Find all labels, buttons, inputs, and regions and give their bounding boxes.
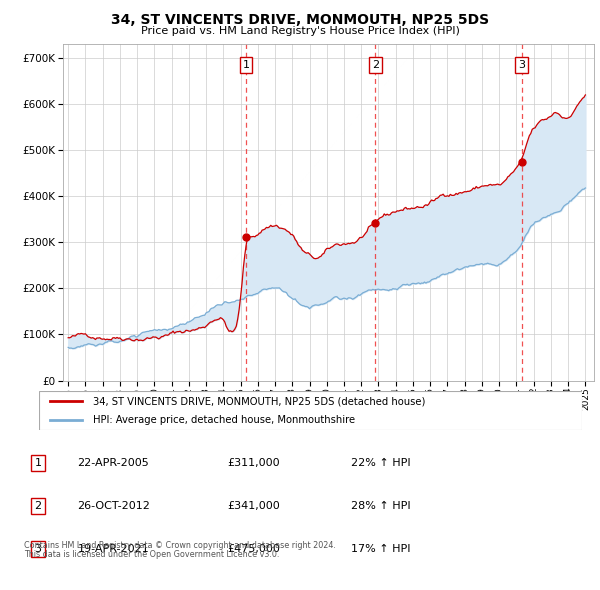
Text: 34, ST VINCENTS DRIVE, MONMOUTH, NP25 5DS (detached house): 34, ST VINCENTS DRIVE, MONMOUTH, NP25 5D… <box>94 396 425 407</box>
Text: 2: 2 <box>35 501 41 511</box>
Text: 26-OCT-2012: 26-OCT-2012 <box>77 501 151 511</box>
Text: 22% ↑ HPI: 22% ↑ HPI <box>351 458 411 468</box>
Text: 34, ST VINCENTS DRIVE, MONMOUTH, NP25 5DS: 34, ST VINCENTS DRIVE, MONMOUTH, NP25 5D… <box>111 13 489 27</box>
Text: Contains HM Land Registry data © Crown copyright and database right 2024.: Contains HM Land Registry data © Crown c… <box>24 541 336 550</box>
Text: HPI: Average price, detached house, Monmouthshire: HPI: Average price, detached house, Monm… <box>94 415 355 425</box>
Text: 17% ↑ HPI: 17% ↑ HPI <box>351 545 410 555</box>
Text: This data is licensed under the Open Government Licence v3.0.: This data is licensed under the Open Gov… <box>24 550 280 559</box>
Text: 2: 2 <box>372 60 379 70</box>
Text: 19-APR-2021: 19-APR-2021 <box>77 545 149 555</box>
Text: £311,000: £311,000 <box>227 458 280 468</box>
Text: 1: 1 <box>242 60 250 70</box>
Text: 3: 3 <box>518 60 525 70</box>
Text: £341,000: £341,000 <box>227 501 280 511</box>
Text: Price paid vs. HM Land Registry's House Price Index (HPI): Price paid vs. HM Land Registry's House … <box>140 26 460 36</box>
Text: 22-APR-2005: 22-APR-2005 <box>77 458 149 468</box>
Text: £475,000: £475,000 <box>227 545 280 555</box>
Text: 1: 1 <box>35 458 41 468</box>
Text: 28% ↑ HPI: 28% ↑ HPI <box>351 501 411 511</box>
Text: 3: 3 <box>35 545 41 555</box>
